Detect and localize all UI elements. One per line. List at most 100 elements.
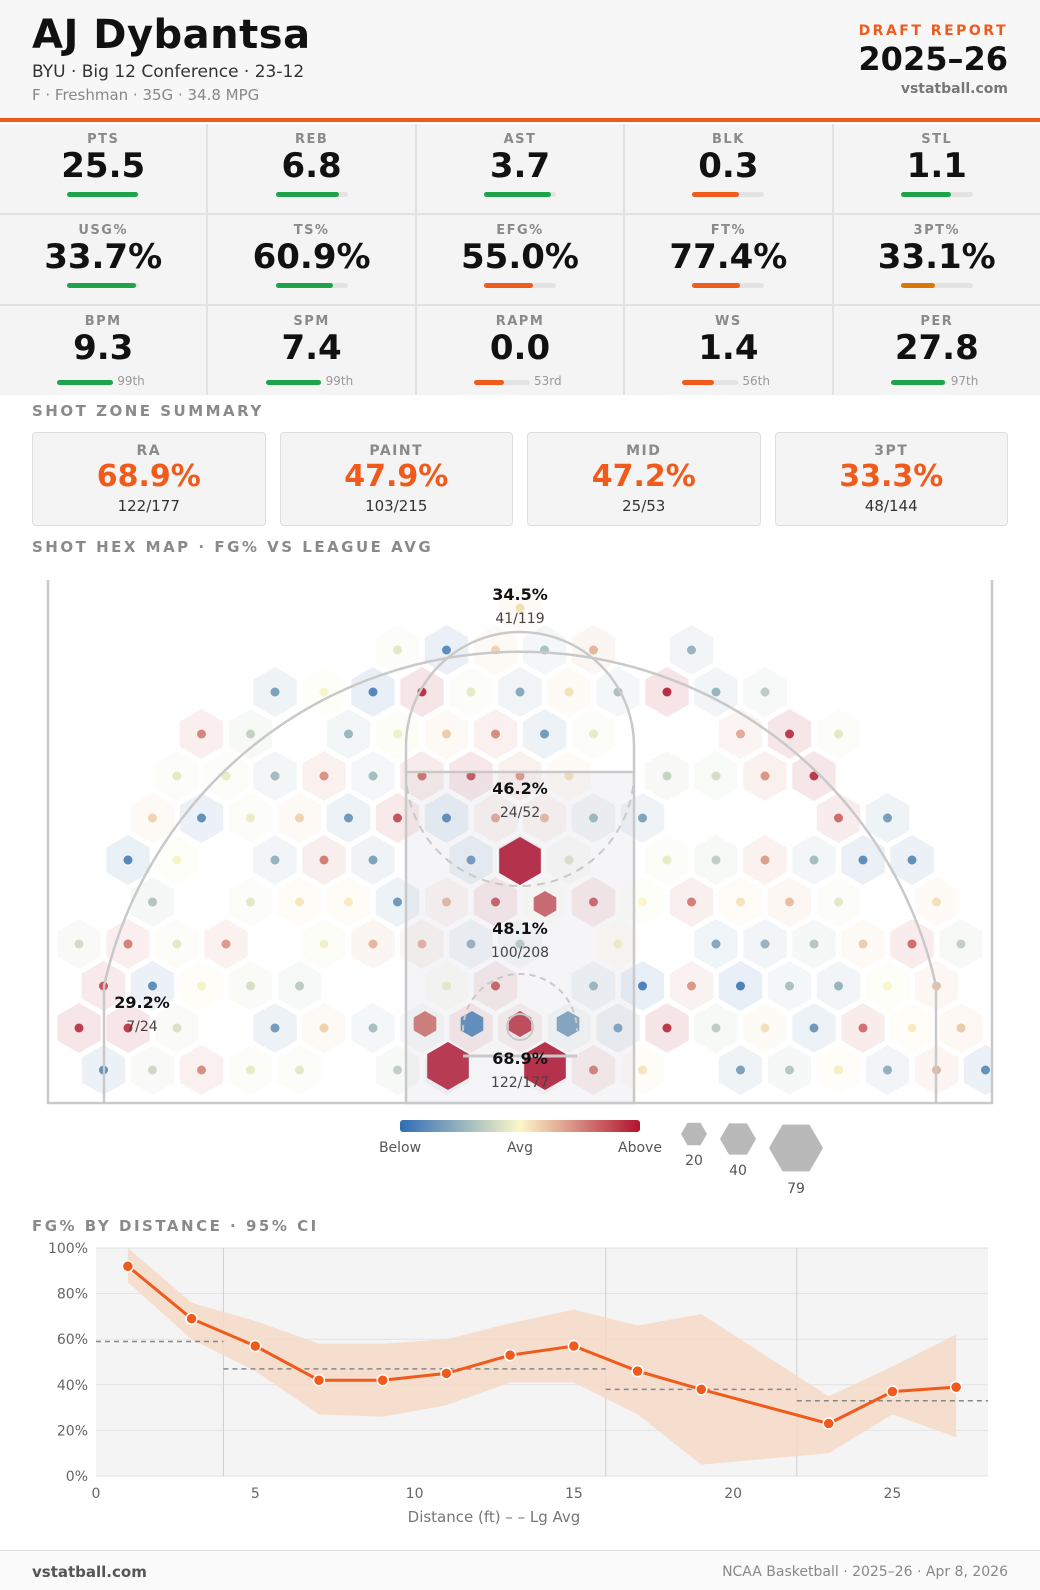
stat-bar-fill <box>890 380 946 385</box>
zone-card-ra: RA 68.9% 122/177 <box>32 432 266 526</box>
stat-bar <box>275 192 348 197</box>
stat-bar-fill <box>67 283 136 288</box>
hex-cell <box>228 961 273 1011</box>
stat-value: 33.7% <box>44 237 163 277</box>
stat-bar-fill <box>483 192 551 197</box>
hex-cell <box>253 1003 297 1053</box>
hex-zone-pct: 29.2% <box>114 993 170 1012</box>
hex-cell <box>596 667 640 717</box>
hex-cell <box>571 709 616 759</box>
stat-cell-spm: SPM 7.4 99th <box>208 306 415 395</box>
hex-cell <box>179 793 224 843</box>
size-legend-hex <box>769 1124 823 1172</box>
hex-cell-large <box>508 1011 532 1037</box>
stat-cell-pts: PTS 25.5 <box>0 124 207 213</box>
hex-cell <box>375 1045 420 1095</box>
stat-label: BLK <box>712 132 745 147</box>
hex-cell-large <box>427 1042 469 1090</box>
restricted-area <box>462 973 578 1032</box>
hex-cell <box>620 961 665 1011</box>
stat-bar <box>483 192 556 197</box>
hex-cell <box>498 751 542 801</box>
hex-cell <box>204 919 248 969</box>
stat-value: 27.8 <box>894 328 979 368</box>
hex-cell <box>963 1045 992 1095</box>
stat-label: PER <box>920 314 954 329</box>
size-legend-label: 40 <box>729 1163 747 1179</box>
hex-cell <box>375 793 420 843</box>
hex-cell <box>424 709 469 759</box>
stat-label: PTS <box>87 132 120 147</box>
color-scale-label: Below <box>379 1140 421 1156</box>
zone-card-paint: PAINT 47.9% 103/215 <box>279 432 513 526</box>
hex-cell <box>155 751 199 801</box>
hex-cell <box>571 877 616 927</box>
report-header: AJ Dybantsa BYU · Big 12 Conference · 23… <box>0 0 1040 122</box>
y-tick-label: 100% <box>48 1241 88 1257</box>
fg-pct-point <box>695 1383 708 1396</box>
stat-bar <box>57 380 114 385</box>
hex-cell <box>743 919 787 969</box>
fg-pct-point <box>503 1348 517 1362</box>
hex-cell <box>498 583 542 633</box>
fg-pct-point <box>312 1373 326 1387</box>
player-name: AJ Dybantsa <box>32 12 311 58</box>
stat-bar <box>67 192 140 197</box>
x-tick-label: 20 <box>724 1486 742 1502</box>
hex-zone-pct: 68.9% <box>492 1049 548 1068</box>
hex-zone-pct: 46.2% <box>492 779 548 798</box>
hex-cell <box>400 919 444 969</box>
stat-bar-fill <box>57 380 113 385</box>
hex-cell <box>865 961 910 1011</box>
hex-cell <box>302 919 346 969</box>
zone-card-3pt: 3PT 33.3% 48/144 <box>774 432 1008 526</box>
fg-pct-point <box>440 1367 453 1380</box>
shot-hex-map: 34.5% 41/119 46.2% 24/52 48.1% 100/208 29.2% 7/… <box>46 580 994 1197</box>
three-point-line <box>102 650 938 1103</box>
hex-cell <box>596 919 640 969</box>
fg-pct-point <box>886 1385 899 1398</box>
stat-bar <box>473 380 530 385</box>
hex-cell <box>571 1045 616 1095</box>
hex-cell <box>743 835 787 885</box>
hex-cell <box>130 793 175 843</box>
hex-cell <box>620 793 665 843</box>
hex-cell <box>743 667 787 717</box>
fg-pct-point <box>249 1339 262 1353</box>
size-legend-label: 20 <box>685 1153 703 1169</box>
stat-label: AST <box>503 132 537 147</box>
stat-value: 55.0% <box>461 237 579 277</box>
fg-pct-point <box>121 1259 135 1273</box>
hex-cell <box>375 625 420 675</box>
hex-cell <box>424 625 469 675</box>
hex-cell <box>326 877 371 927</box>
zone-count: 103/215 <box>365 497 428 515</box>
hex-cell <box>277 961 322 1011</box>
hex-cell <box>155 835 199 885</box>
hex-cell <box>302 835 346 885</box>
stat-percentile: 97th <box>950 374 979 388</box>
stat-cell-ts-pct: TS% 60.9% <box>208 215 415 304</box>
season-label: 2025–26 <box>858 40 1008 78</box>
hex-cell <box>841 919 885 969</box>
zone-count: 122/177 <box>117 497 180 515</box>
hex-cell <box>865 1045 910 1095</box>
stat-label: RAPM <box>495 314 545 329</box>
stat-bar-fill <box>473 380 504 385</box>
stat-bar <box>900 192 973 197</box>
color-scale-bar <box>400 1120 640 1132</box>
hex-cell <box>792 835 836 885</box>
hex-cell <box>522 793 567 843</box>
color-scale-label: Avg <box>507 1140 533 1156</box>
hex-cell <box>645 1003 689 1053</box>
stat-percentile: 99th <box>117 374 145 388</box>
hex-cell <box>473 877 518 927</box>
y-tick-label: 60% <box>57 1332 88 1348</box>
stat-bar-fill <box>275 283 334 288</box>
stat-value: 0.3 <box>698 146 759 186</box>
stat-value: 60.9% <box>252 237 371 277</box>
stat-value: 3.7 <box>489 146 551 186</box>
hex-cell <box>816 1045 861 1095</box>
stat-grid: PTS 25.5 REB 6.8 AST 3.7 BLK 0.3 STL 1.1 USG% 33.7%… <box>0 124 1040 395</box>
hex-zone-count: 41/119 <box>495 611 544 627</box>
